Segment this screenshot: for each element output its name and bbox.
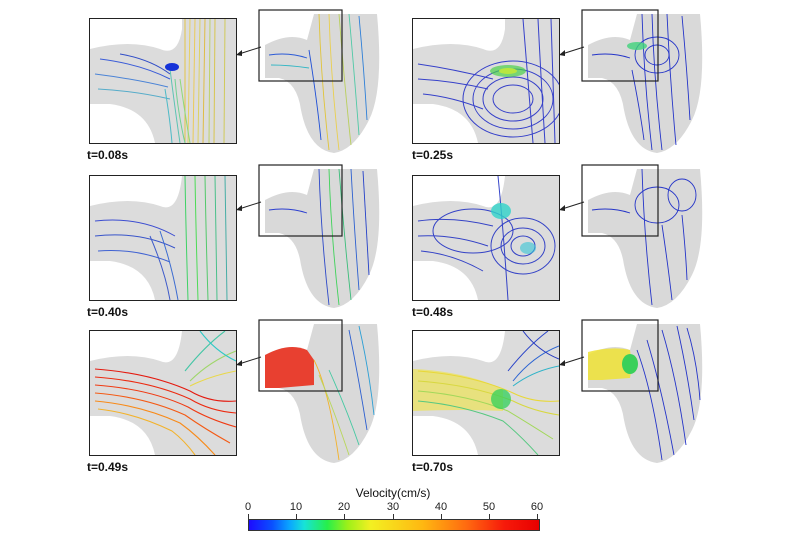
colorbar-tickmark [344, 514, 345, 519]
colorbar-tick: 20 [337, 501, 351, 513]
time-label: t=0.49s [87, 460, 129, 474]
colorbar-tick: 10 [289, 501, 303, 513]
colorbar-tickmark [537, 514, 538, 519]
time-label: t=0.40s [87, 305, 129, 319]
heart-overview [258, 319, 380, 463]
zoom-view [412, 175, 560, 301]
zoom-view [89, 175, 237, 301]
colorbar-title: Velocity(cm/s) [355, 486, 431, 500]
heart-overview [581, 9, 703, 153]
zoom-view [89, 18, 237, 144]
colorbar-tickmark [248, 514, 249, 519]
streamline-zoom [90, 176, 236, 300]
colorbar-tick: 50 [482, 501, 496, 513]
zoom-view [412, 330, 560, 456]
streamline-zoom [90, 19, 236, 143]
arrow-icon [559, 356, 585, 366]
arrow-icon [236, 46, 262, 56]
time-label: t=0.25s [412, 148, 454, 162]
streamline-zoom [413, 176, 559, 300]
colorbar-tick: 30 [386, 501, 400, 513]
colorbar-tickmark [489, 514, 490, 519]
heart-overview [581, 319, 703, 463]
heart-overview [258, 9, 380, 153]
time-label: t=0.48s [412, 305, 454, 319]
zoom-view [412, 18, 560, 144]
arrow-icon [559, 46, 585, 56]
streamline-zoom [413, 19, 559, 143]
colorbar-tick: 60 [530, 501, 544, 513]
arrow-icon [236, 356, 262, 366]
arrow-icon [559, 201, 585, 211]
colorbar-tick: 40 [434, 501, 448, 513]
time-label: t=0.08s [87, 148, 129, 162]
heart-overview [258, 164, 380, 308]
streamline-zoom [413, 331, 559, 455]
arrow-icon [236, 201, 262, 211]
time-label: t=0.70s [412, 460, 454, 474]
colorbar-tickmark [393, 514, 394, 519]
heart-overview [581, 164, 703, 308]
zoom-view [89, 330, 237, 456]
streamline-zoom [90, 331, 236, 455]
colorbar-tickmark [296, 514, 297, 519]
colorbar-gradient [248, 519, 540, 531]
velocity-colorbar: Velocity(cm/s) 0 10 20 30 40 50 60 [244, 486, 543, 546]
colorbar-tickmark [441, 514, 442, 519]
colorbar-tick: 0 [244, 501, 252, 513]
